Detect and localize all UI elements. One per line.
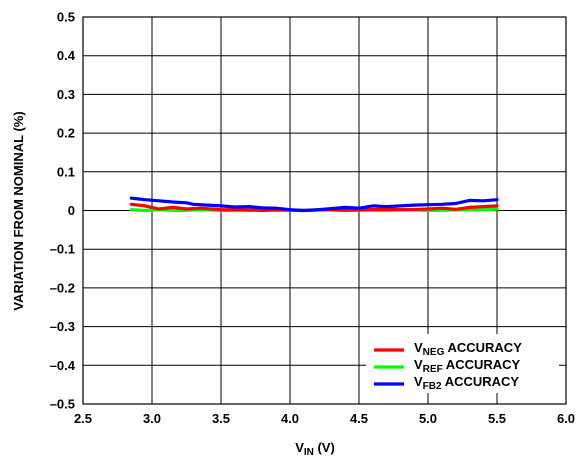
legend-label-neg: VNEG ACCURACY (414, 340, 522, 358)
tick-labels: 2.5 3.0 3.5 4.0 4.5 5.0 5.5 6.0 0.5 0.4 0.3 0.2 0.1 0… (50, 10, 575, 427)
y-tick-label: 0.5 (57, 10, 75, 25)
y-tick-label: 0.4 (57, 48, 76, 63)
legend-label-ref: VREF ACCURACY (414, 357, 521, 375)
y-tick-label: –0.4 (50, 358, 76, 373)
y-tick-label: 0.3 (57, 87, 75, 102)
x-axis-label: VIN (V) (295, 440, 335, 458)
y-tick-label: –0.3 (50, 319, 75, 334)
legend-label-fb2: VFB2 ACCURACY (414, 374, 519, 392)
series-lines (129, 196, 499, 213)
y-tick-label: –0.2 (50, 280, 75, 295)
y-tick-label: 0.2 (57, 126, 75, 141)
x-tick-label: 3.5 (212, 411, 230, 426)
y-tick-label: –0.1 (50, 242, 75, 257)
x-tick-label: 5.5 (488, 411, 506, 426)
x-tick-label: 2.5 (74, 411, 92, 426)
x-axis-label-unit: (V) (314, 440, 335, 455)
y-axis-label: VARIATION FROM NOMINAL (%) (11, 111, 26, 310)
x-tick-label: 5.0 (419, 411, 437, 426)
x-tick-label: 3.0 (143, 411, 161, 426)
x-tick-label: 6.0 (557, 411, 575, 426)
y-tick-label: 0 (68, 203, 75, 218)
series-line-fb2 (129, 196, 499, 213)
y-tick-label: –0.5 (50, 397, 75, 412)
plot-frame (82, 16, 567, 405)
x-tick-label: 4.0 (281, 411, 299, 426)
x-axis-label-main: V (295, 440, 304, 455)
x-axis-label-sub: IN (304, 447, 314, 458)
x-tick-label: 4.5 (350, 411, 368, 426)
y-tick-label: 0.1 (57, 164, 75, 179)
